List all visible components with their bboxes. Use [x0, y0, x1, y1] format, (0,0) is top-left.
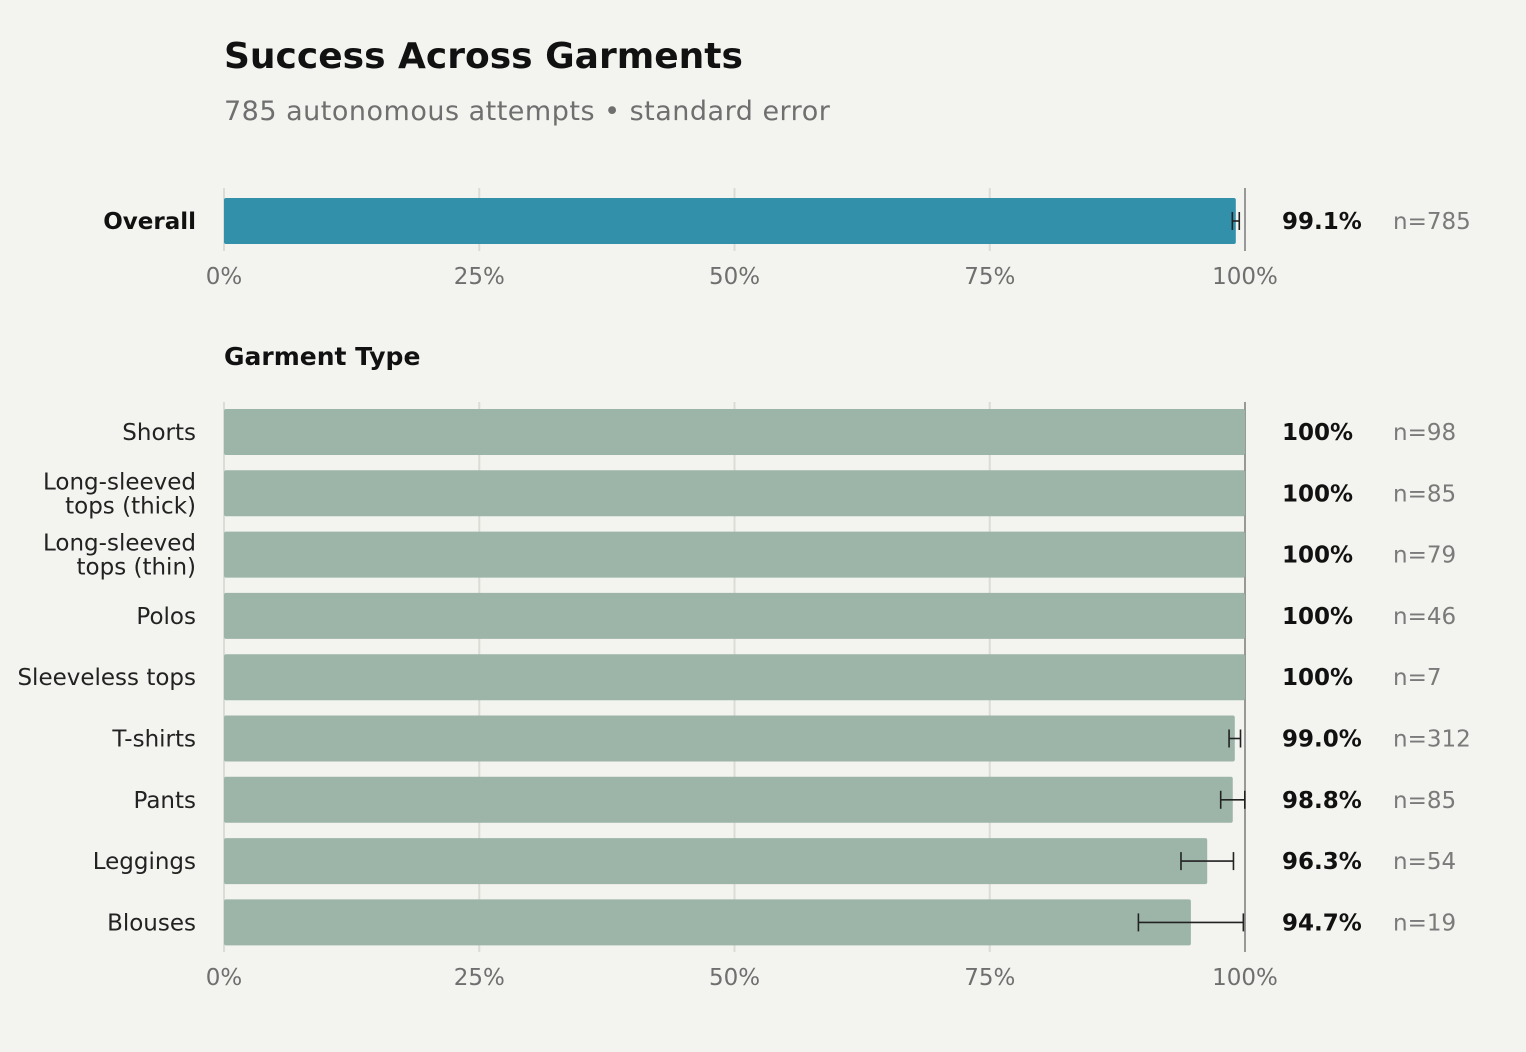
- category-label: T-shirts: [111, 727, 196, 753]
- category-label-line: Blouses: [107, 910, 196, 936]
- n-label: n=7: [1393, 665, 1441, 691]
- x-tick-label: 25%: [454, 264, 505, 290]
- category-label-line: tops (thin): [77, 555, 197, 581]
- value-label: 99.0%: [1282, 727, 1362, 753]
- bar: [224, 715, 1235, 762]
- x-tick-label: 75%: [964, 965, 1015, 991]
- category-label-line: Shorts: [122, 420, 196, 446]
- value-label: 100%: [1282, 420, 1353, 446]
- section-label: Garment Type: [224, 342, 420, 371]
- n-label: n=79: [1393, 543, 1456, 569]
- category-label-line: Long-sleeved: [43, 531, 196, 557]
- x-tick-label: 25%: [454, 965, 505, 991]
- n-label: n=785: [1393, 209, 1471, 235]
- category-label: Pants: [133, 788, 196, 814]
- x-tick-label: 50%: [709, 965, 760, 991]
- category-label-line: Overall: [103, 209, 196, 235]
- category-label: Long-sleeved tops (thin): [43, 531, 196, 581]
- category-label-line: Pants: [133, 788, 196, 814]
- category-label-line: Long-sleeved: [43, 469, 196, 495]
- category-label-line: tops (thick): [65, 493, 196, 519]
- category-label: Long-sleeved tops (thick): [43, 469, 196, 519]
- x-tick-label: 100%: [1212, 264, 1278, 290]
- value-label: 96.3%: [1282, 849, 1362, 875]
- x-tick-label: 50%: [709, 264, 760, 290]
- n-label: n=19: [1393, 910, 1456, 936]
- n-label: n=85: [1393, 481, 1456, 507]
- chart-title: Success Across Garments: [224, 36, 743, 77]
- category-label: Blouses: [107, 910, 196, 936]
- category-label: Leggings: [93, 849, 196, 875]
- bar: [224, 531, 1245, 578]
- bar: [224, 838, 1208, 885]
- value-label: 100%: [1282, 665, 1353, 691]
- bar: [224, 654, 1245, 701]
- n-label: n=85: [1393, 788, 1456, 814]
- x-tick-label: 0%: [206, 264, 243, 290]
- n-label: n=98: [1393, 420, 1456, 446]
- bar: [224, 409, 1245, 455]
- n-label: n=54: [1393, 849, 1456, 875]
- bar: [224, 470, 1245, 517]
- value-label: 100%: [1282, 481, 1353, 507]
- x-tick-label: 0%: [206, 965, 243, 991]
- category-label-line: Sleeveless tops: [17, 665, 196, 691]
- category-label-line: Leggings: [93, 849, 196, 875]
- bar: [224, 899, 1191, 946]
- x-tick-label: 100%: [1212, 965, 1278, 991]
- category-label: Polos: [136, 604, 196, 630]
- value-label: 94.7%: [1282, 910, 1362, 936]
- chart-subtitle: 785 autonomous attempts • standard error: [224, 96, 831, 127]
- category-label: Overall: [103, 209, 196, 235]
- value-label: 100%: [1282, 604, 1353, 630]
- value-label: 98.8%: [1282, 788, 1362, 814]
- n-label: n=312: [1393, 727, 1471, 753]
- value-label: 99.1%: [1282, 209, 1362, 235]
- x-tick-label: 75%: [964, 264, 1015, 290]
- value-label: 100%: [1282, 543, 1353, 569]
- category-label: Sleeveless tops: [17, 665, 196, 691]
- bar: [224, 198, 1236, 244]
- category-label: Shorts: [122, 420, 196, 446]
- bar: [224, 592, 1245, 639]
- bar: [224, 776, 1233, 823]
- category-label-line: Polos: [136, 604, 196, 630]
- n-label: n=46: [1393, 604, 1456, 630]
- category-label-line: T-shirts: [111, 727, 196, 753]
